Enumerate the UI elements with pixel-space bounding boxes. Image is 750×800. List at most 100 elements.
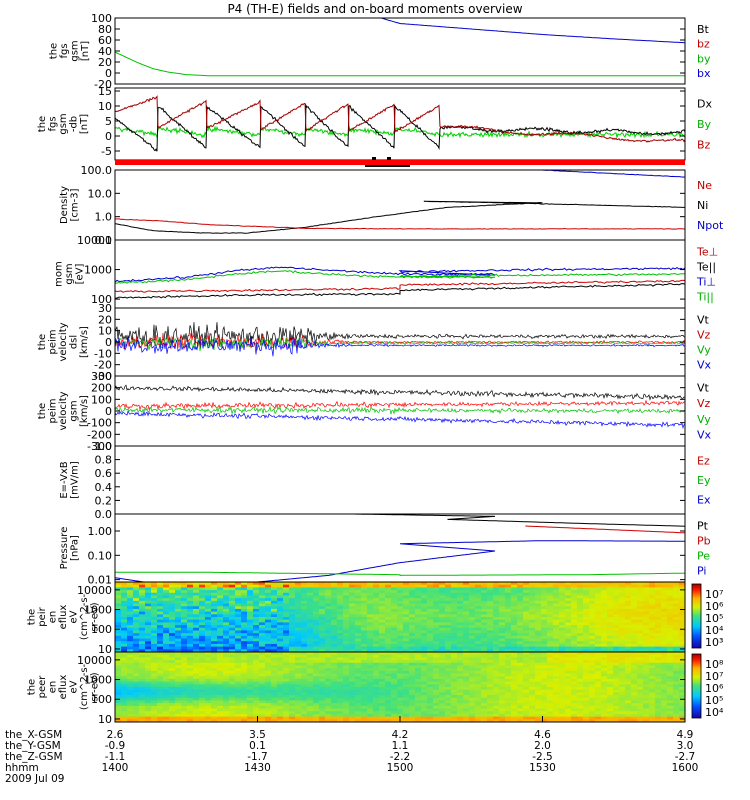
xaxis-value: 4.9	[677, 729, 694, 741]
ytick-label: 10	[98, 643, 112, 656]
ylabel-line: peir	[37, 606, 48, 626]
colorbar-label: 10⁴	[705, 624, 724, 637]
ylabel-line: Pressure	[59, 527, 70, 570]
ytick-label: 100.0	[81, 164, 113, 177]
ytick-label: 1.0	[95, 440, 113, 453]
ytick-label: 10	[98, 325, 112, 338]
panel-8: 1.00 0.10 0.01 Pressure [nPa] Pt Pb Pe Pi	[59, 513, 711, 587]
panel-3-data	[115, 170, 685, 234]
legend-entry: Vx	[697, 428, 712, 441]
panel-9-data	[115, 582, 685, 652]
ylabel-line: eflux	[58, 675, 69, 700]
colorbar	[691, 653, 702, 719]
ytick-label: 60	[98, 34, 112, 47]
colorbar	[691, 583, 702, 649]
colorbar-label: 10⁸	[705, 658, 724, 671]
series-line	[525, 525, 685, 534]
legend-entry: Vt	[697, 382, 710, 395]
panel-2: 15 10 5 0 -5 the fgs gsm -db [nT] Dx By Bz	[37, 85, 712, 161]
legend-entry: Ni	[697, 199, 708, 212]
series-line	[115, 200, 685, 234]
ylabel-line: the	[37, 403, 48, 419]
ytick-label: -300	[87, 440, 112, 453]
legend-entry: Pi	[697, 565, 706, 578]
series-line	[115, 384, 685, 401]
series-line	[115, 283, 685, 299]
flag-mark	[372, 157, 376, 160]
legend-entry: Ez	[697, 455, 710, 468]
legend-entry: Vt	[697, 313, 710, 326]
ytick-label: 0	[105, 67, 112, 80]
ylabel-line: dsl	[69, 335, 80, 349]
xaxis-value: 2.0	[534, 740, 551, 752]
panel-1-frame	[114, 17, 686, 85]
legend-entry: Dx	[697, 97, 712, 110]
ylabel-line: [mV/m]	[69, 461, 80, 499]
ylabel-line: the	[27, 679, 38, 695]
panel-2-data	[115, 95, 685, 152]
legend-entry: Vy	[697, 344, 711, 357]
ytick-label: 1000	[84, 264, 112, 277]
ytick-label: 200	[91, 382, 112, 395]
legend-entry: Vx	[697, 359, 712, 372]
ytick-label: 10000	[77, 584, 112, 597]
legend-entry: Vy	[697, 413, 711, 426]
legend-entry: bx	[697, 67, 711, 80]
panel-8-data	[115, 514, 685, 582]
panel-5-data	[115, 322, 685, 357]
series-line	[115, 95, 685, 143]
series-line	[115, 103, 685, 152]
ytick-label: 1000	[84, 674, 112, 687]
legend-entry: By	[697, 118, 712, 131]
colorbar-label: 10³	[705, 636, 723, 649]
colorbar-label: 10⁴	[705, 706, 724, 719]
legend-entry: Pt	[697, 519, 709, 532]
legend-entry: Npot	[697, 219, 724, 232]
panel-4-data	[115, 266, 685, 299]
xaxis-row-label: the_Z-GSM	[5, 751, 63, 763]
ytick-label: 40	[98, 45, 112, 58]
panel-3: 100.0 10.0 1.0 0.1 Density [cm-3] Ne Ni Npot	[59, 164, 724, 247]
series-line	[352, 514, 685, 531]
series-line	[379, 18, 685, 44]
ytick-label: 20	[98, 313, 112, 326]
ylabel-line: eflux	[58, 605, 69, 630]
ytick-label: 0	[105, 405, 112, 418]
ytick-label: -100	[87, 417, 112, 430]
panel-7-frame	[114, 445, 686, 515]
ylabel-line: peim	[48, 329, 59, 354]
xaxis-value: 1400	[102, 762, 129, 774]
ytick-label: 0.8	[95, 454, 113, 467]
xaxis-value: 1.1	[392, 740, 409, 752]
ylabel-line: mom	[54, 261, 65, 287]
ytick-label: 5	[105, 115, 112, 128]
ylabel-line: E=-VxB	[59, 461, 70, 498]
ytick-label: 0.0	[95, 508, 113, 521]
xaxis-row-label: the_X-GSM	[5, 729, 62, 741]
series-line	[115, 405, 685, 415]
ytick-label: 100	[91, 393, 112, 406]
legend-entry: Ti||	[696, 291, 714, 304]
series-line	[115, 322, 685, 351]
panel-4: 10000 1000 100 mom gsm [eV] Te⊥ Te|| Ti⊥ Ti||	[54, 234, 718, 309]
ylabel-line: sr-eV)	[90, 672, 101, 701]
ylabel-line: velocity	[58, 391, 69, 430]
ytick-label: 0.10	[88, 549, 113, 562]
ytick-label: -30	[94, 370, 112, 383]
series-line	[115, 270, 685, 284]
legend-entry: Vz	[697, 397, 711, 410]
xaxis-value: -2.5	[532, 751, 553, 763]
xaxis-value: -0.9	[105, 740, 126, 752]
xaxis-value: 1500	[387, 762, 414, 774]
ylabel-line: [km/s]	[79, 395, 90, 427]
xaxis-value: 3.0	[677, 740, 694, 752]
legend-entry: Bz	[697, 139, 711, 152]
ylabel-line: gsm	[69, 40, 80, 61]
series-line	[115, 336, 685, 357]
ytick-label: 0.01	[88, 574, 113, 587]
legend-entry: bz	[697, 38, 710, 51]
ylabel-line: (cm^2-s-	[79, 663, 90, 710]
ytick-label: -20	[94, 78, 112, 91]
